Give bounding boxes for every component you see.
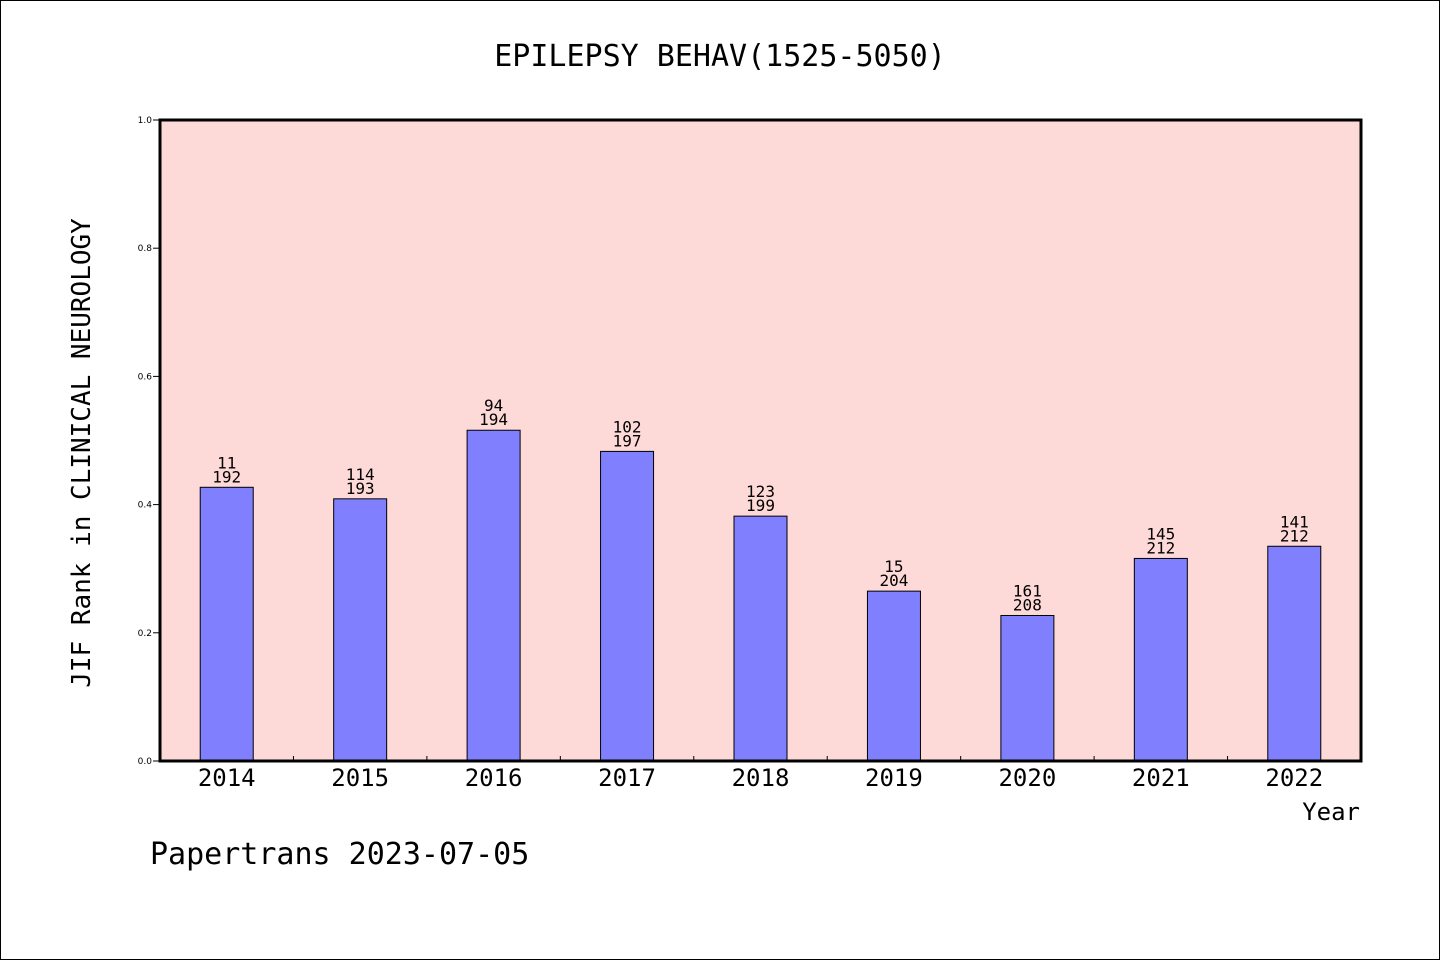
bar-label-total: 194	[479, 410, 508, 429]
footer-date-stamp: Papertrans 2023-07-05	[150, 837, 529, 872]
chart-title: EPILEPSY BEHAV(1525-5050)	[494, 39, 946, 74]
y-tick-label: 0.2	[138, 629, 152, 639]
bar-label-rank: 15	[884, 557, 903, 576]
bar-label-rank: 102	[613, 417, 642, 436]
x-tick-label: 2022	[1265, 764, 1323, 792]
x-tick-label: 2017	[598, 764, 656, 792]
x-tick-label: 2014	[198, 764, 256, 792]
y-tick-label: 0.0	[138, 757, 153, 767]
x-tick-label: 2015	[331, 764, 389, 792]
bar-2015	[333, 498, 388, 762]
bar-2019	[866, 590, 921, 762]
x-tick-label: 2019	[865, 764, 923, 792]
bar-2018	[733, 515, 788, 762]
plot-border	[158, 118, 1363, 763]
y-tick-label: 1.0	[138, 116, 153, 126]
x-tick-label: 2020	[998, 764, 1056, 792]
bar-label-rank: 114	[346, 465, 375, 484]
bar-2020	[1000, 614, 1055, 762]
bar-2016	[466, 429, 521, 762]
plot-area: 0.00.20.40.60.81.01119220141141932015941…	[138, 116, 1363, 792]
bar-label-total: 193	[346, 479, 375, 498]
bar-label-rank: 11	[217, 453, 236, 472]
x-tick-label: 2021	[1132, 764, 1190, 792]
bar-label-rank: 94	[484, 396, 503, 415]
bar-2014	[199, 486, 254, 762]
bar-label-total: 212	[1146, 538, 1175, 557]
y-tick-label: 0.4	[138, 501, 153, 511]
y-tick-label: 0.6	[138, 372, 153, 382]
bar-2022	[1267, 545, 1322, 762]
bar-label-total: 208	[1013, 595, 1042, 614]
bar-label-rank: 123	[746, 482, 775, 501]
bar-label-total: 212	[1280, 526, 1309, 545]
bar-2021	[1133, 557, 1188, 762]
x-tick-label: 2016	[465, 764, 523, 792]
bar-label-rank: 141	[1280, 512, 1309, 531]
bar-label-total: 197	[613, 431, 642, 450]
bar-2017	[600, 450, 655, 762]
bar-label-total: 192	[212, 467, 241, 486]
bar-label-total: 199	[746, 496, 775, 515]
y-axis-label: JIF Rank in CLINICAL NEUROLOGY	[67, 218, 97, 688]
bar-label-rank: 145	[1146, 524, 1175, 543]
bar-label-rank: 161	[1013, 581, 1042, 600]
x-tick-label: 2018	[732, 764, 790, 792]
y-tick-label: 0.8	[138, 244, 153, 254]
bar-label-total: 204	[879, 571, 908, 590]
x-axis-label: Year	[1302, 798, 1360, 826]
